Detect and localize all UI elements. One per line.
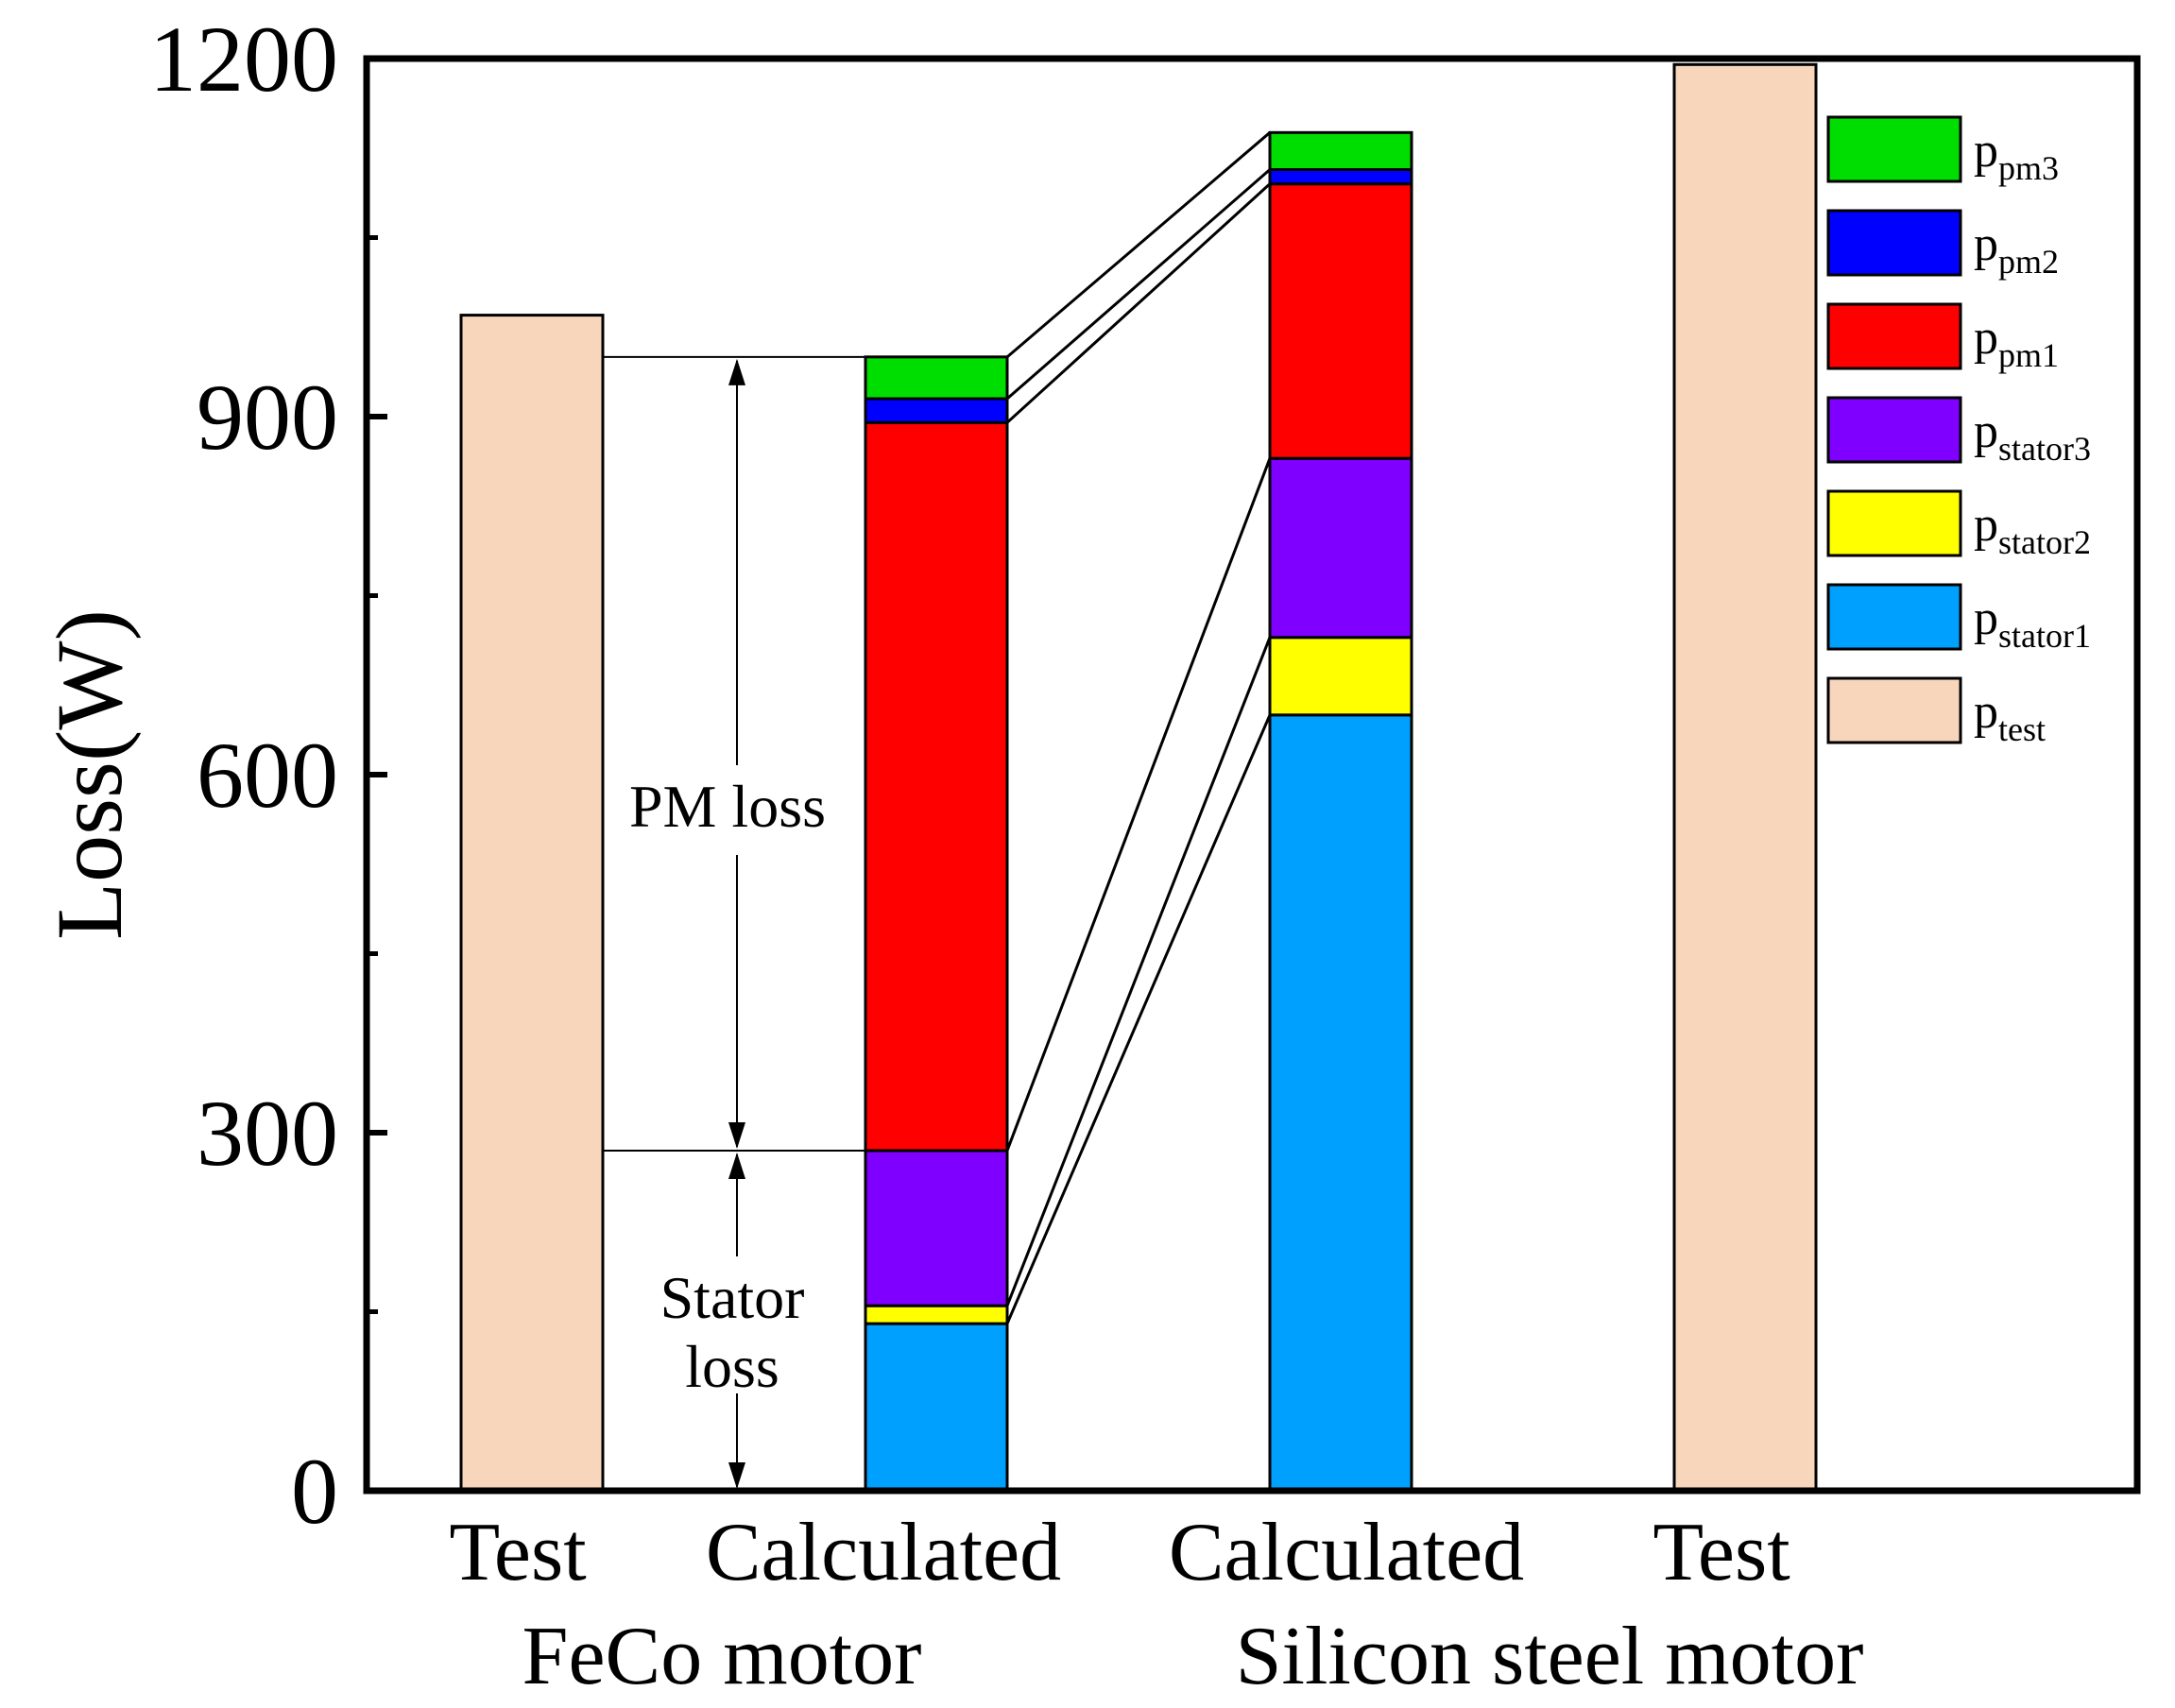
pm-loss-label: PM loss bbox=[629, 773, 826, 840]
legend-label-pm3: ppm3 bbox=[1974, 124, 2059, 187]
x-category-label: Calculated bbox=[706, 1507, 1061, 1598]
y-tick-label: 0 bbox=[291, 1439, 338, 1544]
connector-line bbox=[1005, 182, 1272, 424]
bar-segment-stator1 bbox=[1268, 713, 1413, 1493]
stator-loss-label: Stator bbox=[660, 1264, 805, 1331]
legend-swatch-pm2 bbox=[1826, 209, 1962, 277]
bar-segment-pm2 bbox=[864, 397, 1009, 424]
legend-label-pm2: ppm2 bbox=[1974, 217, 2059, 281]
connector-line bbox=[1006, 168, 1271, 401]
connector-line bbox=[1006, 131, 1271, 358]
y-tick-label: 1200 bbox=[149, 7, 338, 111]
x-group-label: Silicon steel motor bbox=[1236, 1611, 1864, 1702]
x-category-label: Test bbox=[449, 1507, 586, 1598]
bar-segment-stator2 bbox=[864, 1304, 1009, 1325]
stator-loss-arrow-up bbox=[728, 1152, 745, 1179]
y-axis-title: Loss(W) bbox=[37, 609, 142, 940]
bar-segment-pm1 bbox=[1268, 182, 1413, 460]
legend-swatch-pm3 bbox=[1826, 115, 1962, 183]
y-tick-label: 300 bbox=[197, 1081, 338, 1186]
y-tick-label: 900 bbox=[197, 365, 338, 470]
legend-swatch-pm1 bbox=[1826, 302, 1962, 370]
stator-loss-arrow-down bbox=[728, 1462, 745, 1489]
bars bbox=[459, 62, 1818, 1493]
x-category-label: Calculated bbox=[1169, 1507, 1524, 1598]
bar-segment-pm1 bbox=[864, 420, 1009, 1153]
legend-swatch-stator1 bbox=[1826, 583, 1962, 651]
legend-label-test: ptest bbox=[1974, 685, 2046, 748]
bar-segment-stator2 bbox=[1268, 636, 1413, 717]
connector-line bbox=[1005, 457, 1272, 1152]
legend-label-pm1: ppm1 bbox=[1974, 311, 2059, 374]
legend-swatch-test bbox=[1826, 676, 1962, 744]
legend-label-stator3: pstator3 bbox=[1974, 404, 2091, 468]
bar-segment-test bbox=[1672, 62, 1818, 1493]
legend-swatch-stator2 bbox=[1826, 489, 1962, 557]
bar-segment-pm3 bbox=[1268, 130, 1413, 171]
legend-label-stator1: pstator1 bbox=[1974, 591, 2091, 655]
bar-segment-pm2 bbox=[1268, 167, 1413, 186]
pm-loss-arrow-up bbox=[728, 358, 745, 385]
connector-line bbox=[1005, 637, 1272, 1307]
legend-label-stator2: pstator2 bbox=[1974, 498, 2091, 561]
legend: ppm3 ppm2 ppm1 pstator3 pstator2 pstator1 ptes… bbox=[1826, 115, 2091, 748]
bar-segment-stator3 bbox=[1268, 456, 1413, 640]
bar-segment-stator1 bbox=[864, 1322, 1009, 1493]
x-group-label: FeCo motor bbox=[522, 1611, 922, 1702]
bar-segment-test bbox=[459, 314, 605, 1493]
axes: 0 300 600 900 1200 Loss(W) Test Calculated Calcu… bbox=[37, 7, 2141, 1702]
pm-loss-arrow-down bbox=[728, 1121, 745, 1149]
connector-line bbox=[1005, 714, 1272, 1324]
x-category-label: Test bbox=[1653, 1507, 1790, 1598]
y-tick-label: 600 bbox=[197, 723, 338, 828]
legend-swatch-stator3 bbox=[1826, 396, 1962, 464]
bar-segment-pm3 bbox=[864, 355, 1009, 401]
bar-segment-stator3 bbox=[864, 1149, 1009, 1307]
segment-connectors bbox=[1005, 131, 1272, 1324]
stator-loss-label: loss bbox=[685, 1333, 779, 1400]
